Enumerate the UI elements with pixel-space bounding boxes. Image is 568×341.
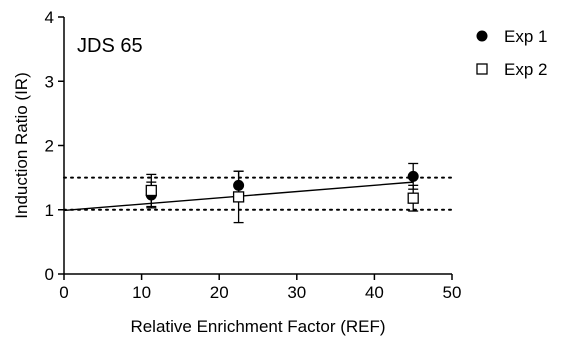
x-tick-label-0: 0 xyxy=(59,283,68,302)
point-s2-2 xyxy=(407,192,419,204)
point-s2-1 xyxy=(232,191,245,203)
point-s1-2 xyxy=(407,170,419,182)
legend: Exp 1 Exp 2 xyxy=(476,27,547,79)
chart-annotation: JDS 65 xyxy=(77,35,143,57)
y-axis-title: Induction Ratio (IR) xyxy=(12,72,31,218)
legend-marker-2 xyxy=(476,63,488,75)
x-tick-label-5: 50 xyxy=(443,283,462,302)
y-tick-label-2: 2 xyxy=(45,137,54,156)
y-tick-label-3: 3 xyxy=(45,72,54,91)
x-tick-label-2: 20 xyxy=(210,283,229,302)
y-tick-label-0: 0 xyxy=(45,265,54,284)
axes: 0 10 20 30 40 50 0 1 2 3 4 xyxy=(45,8,462,302)
y-tick-label-1: 1 xyxy=(45,201,54,220)
data-marks xyxy=(145,162,419,224)
x-tick-label-3: 30 xyxy=(287,283,306,302)
legend-label-1: Exp 1 xyxy=(504,27,547,46)
legend-marker-1 xyxy=(476,30,488,42)
reference-lines xyxy=(63,176,453,211)
x-axis-title: Relative Enrichment Factor (REF) xyxy=(130,317,385,336)
legend-label-2: Exp 2 xyxy=(504,60,547,79)
y-tick-label-4: 4 xyxy=(45,8,54,27)
x-tick-label-4: 40 xyxy=(365,283,384,302)
x-tick-label-1: 10 xyxy=(132,283,151,302)
series-2 xyxy=(145,170,419,224)
point-s2-0 xyxy=(145,184,157,197)
